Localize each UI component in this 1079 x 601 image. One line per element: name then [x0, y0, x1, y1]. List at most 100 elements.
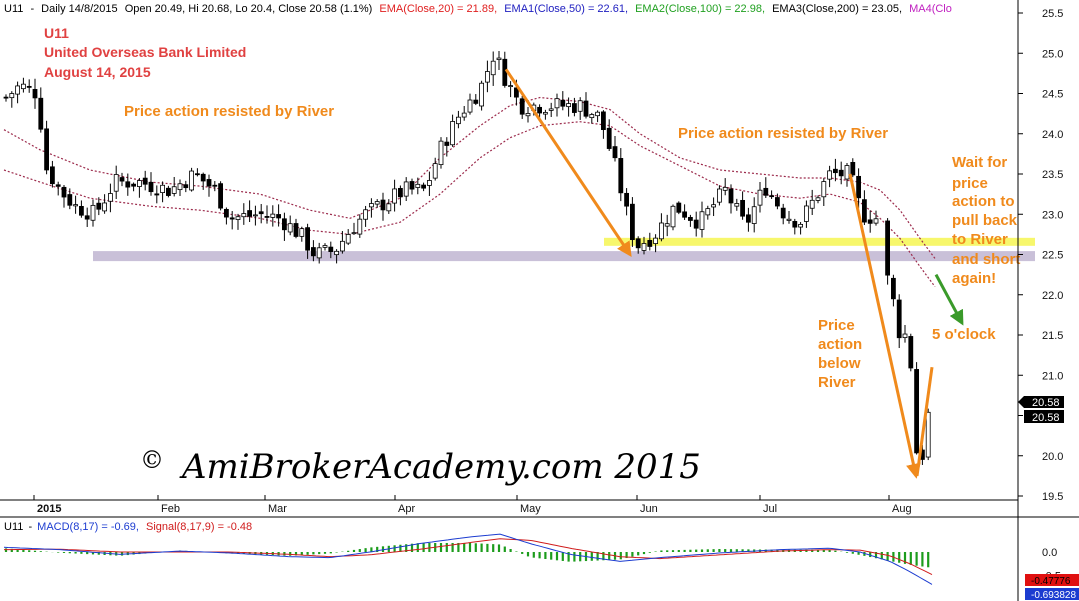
candle-up — [171, 186, 177, 194]
header-ema100: EMA2(Close,100) = 22.98, — [635, 3, 765, 15]
candle-down — [61, 186, 67, 198]
y-tick-label: 19.5 — [1042, 491, 1063, 503]
candle-up — [659, 222, 664, 240]
candle-up — [490, 60, 496, 76]
candle-down — [537, 106, 542, 114]
y-tick-label: 24.5 — [1042, 89, 1063, 101]
candle-down — [67, 194, 73, 206]
candle-up — [345, 234, 351, 244]
chart-header: U11 - Daily 14/8/2015 Open 20.49, Hi 20.… — [4, 3, 952, 15]
y-tick-label: 21.0 — [1042, 370, 1063, 382]
candle-down — [630, 203, 635, 241]
candle-up — [339, 240, 345, 252]
bands-layer — [93, 237, 1035, 262]
candle-up — [368, 203, 374, 208]
candle-down — [606, 127, 612, 149]
candle-down — [838, 169, 844, 177]
candle-up — [235, 216, 241, 220]
candle-up — [403, 181, 409, 197]
candle-down — [682, 211, 687, 218]
candle-down — [601, 111, 606, 131]
candle-up — [577, 100, 583, 112]
candle-up — [9, 93, 15, 99]
candle-down — [125, 181, 131, 188]
candle-down — [183, 184, 189, 189]
x-tick-label: Apr — [398, 503, 415, 515]
candle-up — [508, 85, 514, 88]
candle-up — [705, 208, 711, 216]
x-tick-label: Feb — [161, 503, 180, 515]
candle-down — [310, 247, 316, 257]
header-ema20: EMA(Close,20) = 21.89, — [379, 3, 497, 15]
candle-down — [618, 158, 624, 194]
candle-down — [444, 141, 450, 146]
watermark-text: AmiBrokerAcademy.com 2015 — [179, 447, 701, 487]
candle-down — [635, 238, 641, 249]
candle-up — [316, 247, 322, 259]
arrow-rebound — [915, 366, 934, 477]
candle-down — [856, 175, 861, 199]
macd-value-labels: -0.47776 -0.693828 — [1025, 574, 1079, 601]
candle-down — [647, 240, 653, 247]
candle-up — [670, 205, 676, 228]
candle-up — [334, 250, 340, 256]
candle-down — [850, 162, 856, 176]
y-tick-label: 20.0 — [1042, 451, 1063, 463]
candle-down — [148, 181, 154, 193]
candle-up — [177, 183, 183, 191]
y-tick-label: 25.0 — [1042, 48, 1063, 60]
candle-up — [108, 193, 113, 202]
candle-up — [925, 411, 931, 458]
candle-down — [380, 199, 386, 211]
candle-down — [223, 208, 229, 218]
header-ma4: MA4(Clo — [909, 3, 952, 15]
candle-up — [426, 180, 432, 186]
candle-up — [821, 181, 827, 198]
candles-layer — [3, 50, 931, 465]
candle-down — [229, 217, 235, 220]
support-band — [93, 251, 1035, 262]
candle-up — [15, 85, 21, 95]
y-tick-label: 22.5 — [1042, 250, 1063, 262]
candle-up — [461, 112, 467, 118]
y-tick-label: 23.0 — [1042, 209, 1063, 221]
title-date: August 14, 2015 — [44, 64, 151, 80]
candle-down — [165, 187, 171, 196]
candle-down — [44, 128, 49, 171]
macd-header: U11 - MACD(8,17) = -0.69, Signal(8,17,9)… — [4, 521, 252, 533]
candle-up — [392, 188, 398, 204]
annotation-river-resist-1: Price action resisted by River — [124, 103, 334, 120]
arrow-drop-aug — [848, 173, 921, 479]
candle-down — [38, 97, 44, 130]
candle-down — [293, 223, 299, 237]
candle-down — [119, 177, 125, 182]
candle-down — [328, 246, 334, 252]
candle-up — [902, 333, 908, 339]
candle-up — [496, 57, 502, 60]
candle-down — [218, 183, 224, 209]
x-tick-label: Aug — [892, 503, 912, 515]
candle-up — [455, 116, 461, 125]
title-ticker: U11 — [44, 25, 69, 41]
candle-up — [595, 111, 600, 117]
candle-up — [450, 121, 456, 146]
candle-up — [73, 204, 78, 207]
arrow-short-again — [934, 273, 964, 326]
candle-up — [374, 201, 380, 205]
candle-up — [189, 170, 195, 191]
candle-up — [543, 112, 548, 115]
candle-up — [351, 232, 357, 235]
candle-down — [624, 192, 629, 207]
candle-down — [775, 197, 780, 207]
x-tick-label: May — [520, 503, 541, 515]
candle-down — [502, 58, 508, 86]
last-price-bottom: 20.58 — [1032, 412, 1060, 424]
candle-up — [734, 203, 740, 207]
annotation-river-resist-2: Price action resisted by River — [678, 125, 888, 142]
candle-down — [32, 89, 38, 99]
candle-up — [363, 209, 369, 220]
candle-up — [798, 223, 803, 228]
candle-down — [142, 177, 148, 185]
candle-down — [26, 85, 32, 88]
resistance-yellow-band — [604, 237, 1035, 246]
